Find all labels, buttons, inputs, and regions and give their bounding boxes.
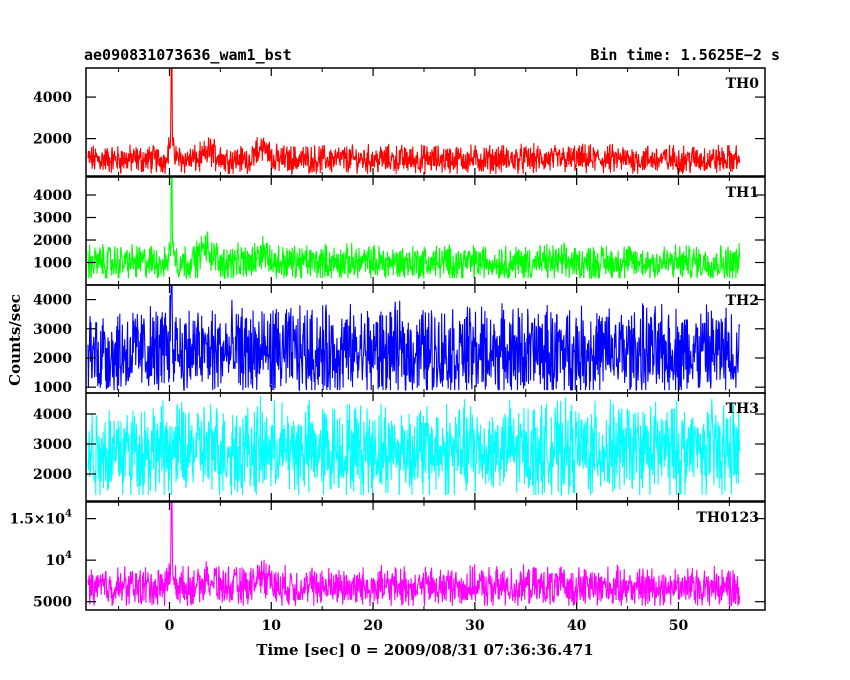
panel-label-th1: TH1 xyxy=(726,185,759,201)
panel-label-th0123: TH0123 xyxy=(696,510,759,526)
y-tick-label: 1.5×104 xyxy=(9,509,72,528)
panel-th0: 2000 4000 TH0 xyxy=(33,67,766,177)
series-line-th1 xyxy=(87,177,741,281)
y-tick-label: 2000 xyxy=(33,132,72,148)
y-tick-label: 4000 xyxy=(33,293,72,309)
y-tick-label: 5000 xyxy=(33,595,72,611)
panel-frame xyxy=(85,392,766,502)
y-tick-label: 1000 xyxy=(33,380,72,396)
x-tick-label: 20 xyxy=(363,618,383,634)
plot-title: ae090831073636_wam1_bst xyxy=(84,46,292,64)
panel-th1: 1000 2000 3000 4000 TH1 xyxy=(33,176,766,286)
y-tick-label: 4000 xyxy=(33,407,72,423)
series-line-th0 xyxy=(87,68,741,176)
y-tick-label: 2000 xyxy=(33,233,72,249)
y-tick-label: 2000 xyxy=(33,467,72,483)
x-tick-label: 40 xyxy=(567,618,587,634)
panel-label-th0: TH0 xyxy=(726,76,760,92)
x-tick-label: 30 xyxy=(465,618,485,634)
bin-time-label: Bin time: 1.5625E−2 s xyxy=(590,46,780,64)
series-line-th0123 xyxy=(87,502,741,607)
series-line-th2 xyxy=(87,285,741,392)
x-axis-title: Time [sec] 0 = 2009/08/31 07:36:36.471 xyxy=(256,641,593,659)
panel-frame xyxy=(85,67,766,177)
x-tick-label: 50 xyxy=(669,618,689,634)
y-tick-label: 4000 xyxy=(33,188,72,204)
y-tick-label: 4000 xyxy=(33,90,72,106)
panel-frame xyxy=(85,501,766,611)
panel-label-th2: TH2 xyxy=(726,293,759,309)
y-tick-label: 104 xyxy=(46,550,72,569)
panel-label-th3: TH3 xyxy=(726,401,759,417)
panel-th3: 2000 3000 4000 TH3 xyxy=(33,392,766,502)
y-tick-label: 3000 xyxy=(33,211,72,227)
panel-th0123: 5000 104 1.5×104 TH0123 0 10 20 30 40 50 xyxy=(9,501,766,634)
x-tick-label: 10 xyxy=(262,618,282,634)
panel-th2: 1000 2000 3000 4000 TH2 xyxy=(33,284,766,396)
y-tick-label: 2000 xyxy=(33,351,72,367)
series-line-th3 xyxy=(87,395,741,496)
y-tick-label: 3000 xyxy=(33,437,72,453)
y-tick-label: 3000 xyxy=(33,322,72,338)
x-tick-label: 0 xyxy=(165,618,175,634)
panels-group: 2000 4000 TH0 1000 2000 3000 4000 TH1 1000 2000 30… xyxy=(9,67,766,634)
y-axis-title: Counts/sec xyxy=(6,294,24,386)
y-tick-label: 1000 xyxy=(33,256,72,272)
